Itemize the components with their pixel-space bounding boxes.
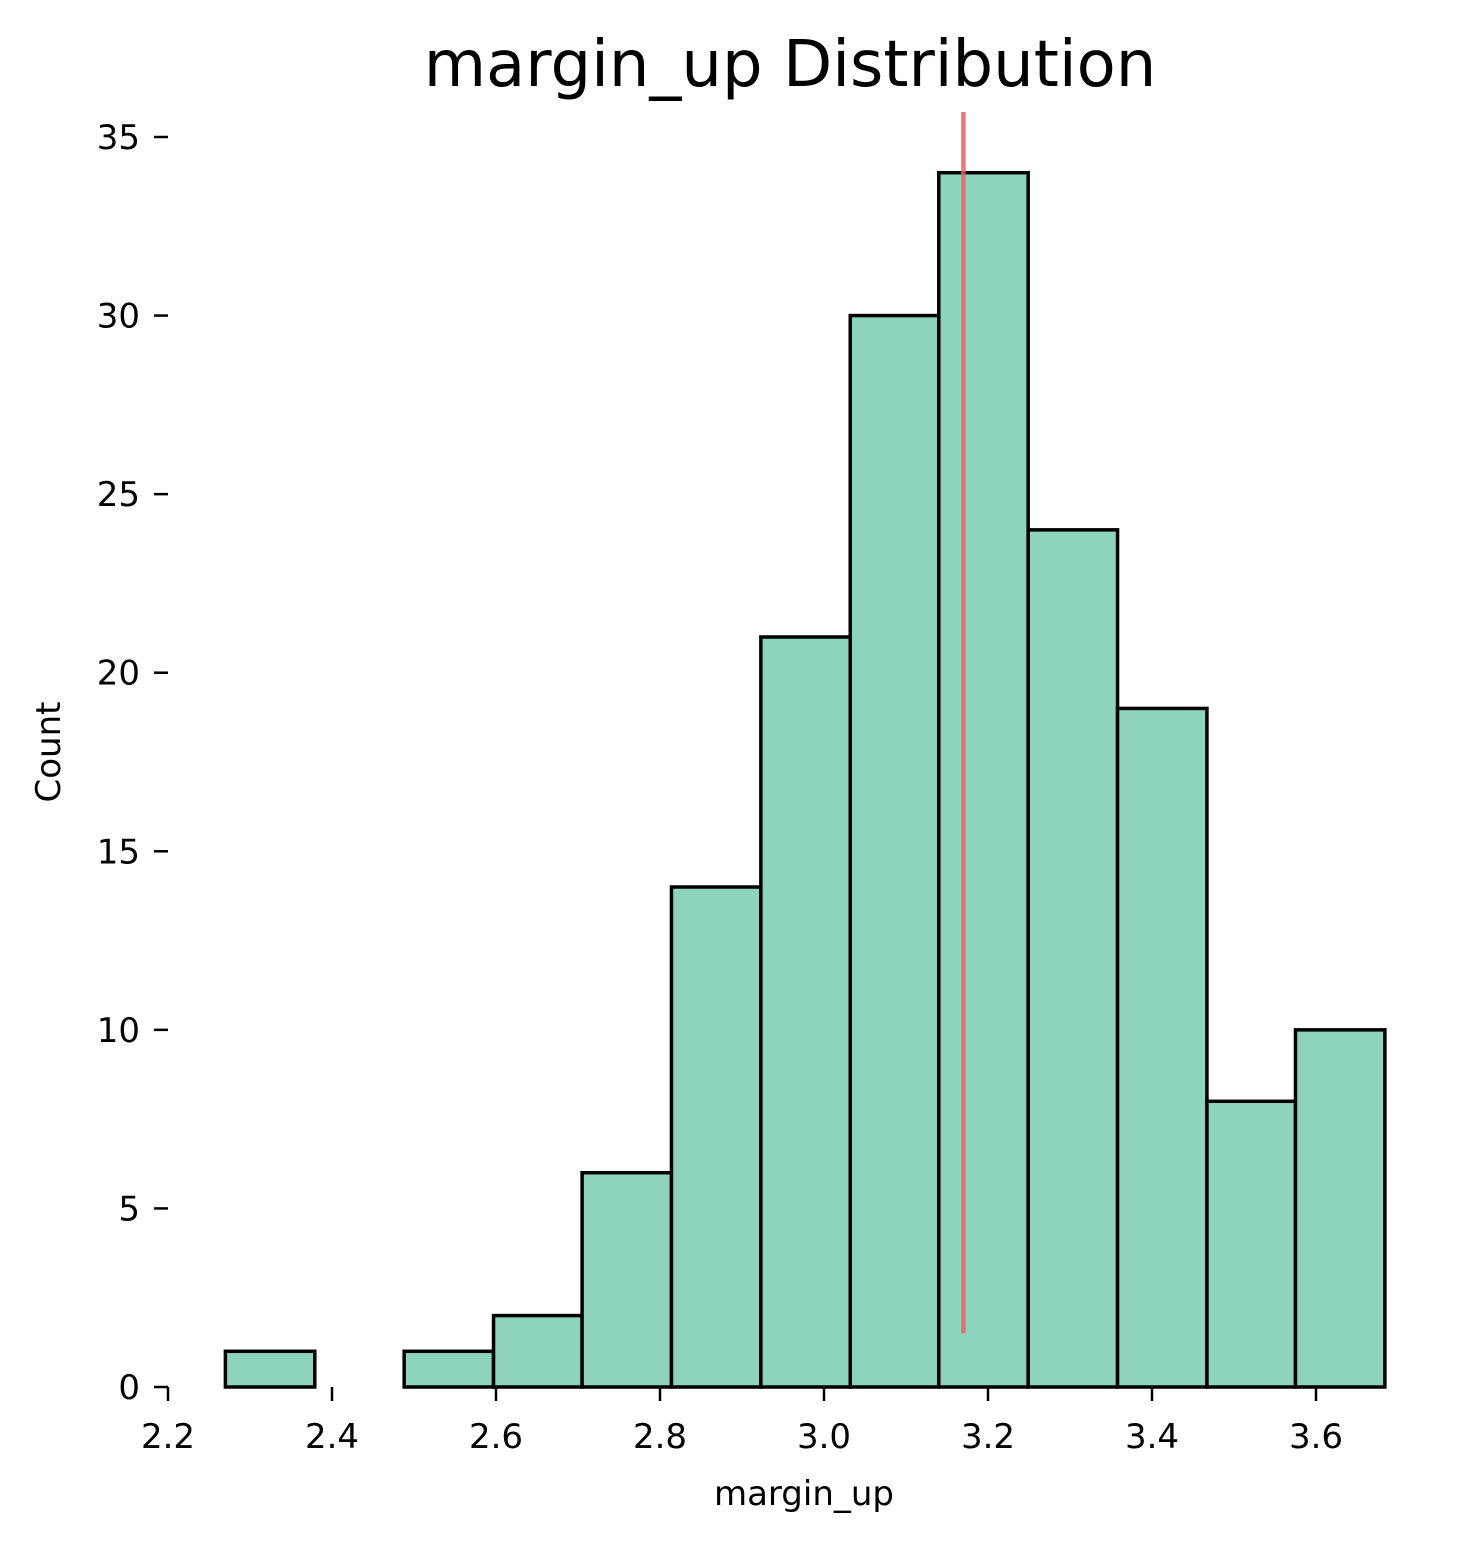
x-axis: 2.2 2.4 2.6 2.8 3.0 3.2 3.4 3.6 bbox=[141, 1387, 1343, 1457]
histogram-bar-3 bbox=[491, 1313, 584, 1389]
y-tick-label-2: 10 bbox=[97, 1011, 140, 1051]
x-axis-label: margin_up bbox=[714, 1474, 894, 1514]
y-axis-label: Count bbox=[29, 702, 69, 803]
x-tick-label-3: 2.8 bbox=[633, 1417, 687, 1457]
bars-layer bbox=[223, 170, 1387, 1389]
y-tick-label-7: 35 bbox=[97, 118, 140, 158]
y-tick-label-4: 20 bbox=[97, 654, 140, 694]
y-tick-label-5: 25 bbox=[97, 475, 140, 515]
x-tick-label-0: 2.2 bbox=[141, 1417, 195, 1457]
y-tick-label-3: 15 bbox=[97, 832, 140, 872]
y-tick-label-1: 5 bbox=[118, 1189, 140, 1229]
histogram-bar-10 bbox=[1115, 706, 1209, 1389]
x-tick-label-6: 3.4 bbox=[1125, 1417, 1179, 1457]
histogram-bar-9 bbox=[1026, 528, 1120, 1389]
y-tick-label-0: 0 bbox=[118, 1368, 140, 1408]
histogram-bar-8 bbox=[937, 170, 1030, 1389]
histogram-bar-5 bbox=[669, 885, 763, 1389]
histogram-bar-11 bbox=[1205, 1099, 1298, 1389]
x-tick-label-2: 2.6 bbox=[469, 1417, 523, 1457]
histogram-bar-12 bbox=[1293, 1028, 1387, 1389]
histogram-bar-0 bbox=[223, 1349, 317, 1389]
x-tick-label-5: 3.2 bbox=[961, 1417, 1015, 1457]
histogram-bar-6 bbox=[759, 635, 852, 1389]
histogram-bar-7 bbox=[848, 313, 941, 1389]
histogram-bar-2 bbox=[402, 1349, 496, 1389]
histogram-bar-4 bbox=[580, 1170, 674, 1389]
x-tick-label-7: 3.6 bbox=[1289, 1417, 1343, 1457]
x-tick-label-1: 2.4 bbox=[305, 1417, 359, 1457]
y-axis: 0 5 10 15 20 25 30 35 bbox=[97, 118, 168, 1408]
x-tick-label-4: 3.0 bbox=[797, 1417, 851, 1457]
y-tick-label-6: 30 bbox=[97, 297, 140, 337]
chart-title: margin_up Distribution bbox=[424, 28, 1157, 102]
